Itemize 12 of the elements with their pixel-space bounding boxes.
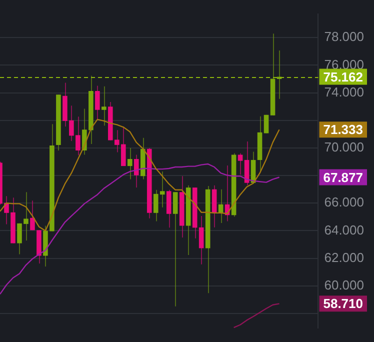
y-tick-label: 60.000 xyxy=(324,277,364,292)
y-tick-label: 66.000 xyxy=(324,194,364,210)
y-tick-label: 64.000 xyxy=(324,222,364,238)
y-tick-label: 62.000 xyxy=(324,250,364,265)
y-tick-label: 78.000 xyxy=(324,29,364,44)
y-tick-label: 70.000 xyxy=(324,140,364,155)
y-tick-label: 76.000 xyxy=(324,56,364,72)
text: 71.333 xyxy=(323,122,364,138)
ref-line-label: 75.162 xyxy=(323,69,364,84)
text: 67.877 xyxy=(323,170,364,185)
y-tick-label: 74.000 xyxy=(324,84,364,100)
text: 58.710 xyxy=(323,296,364,312)
